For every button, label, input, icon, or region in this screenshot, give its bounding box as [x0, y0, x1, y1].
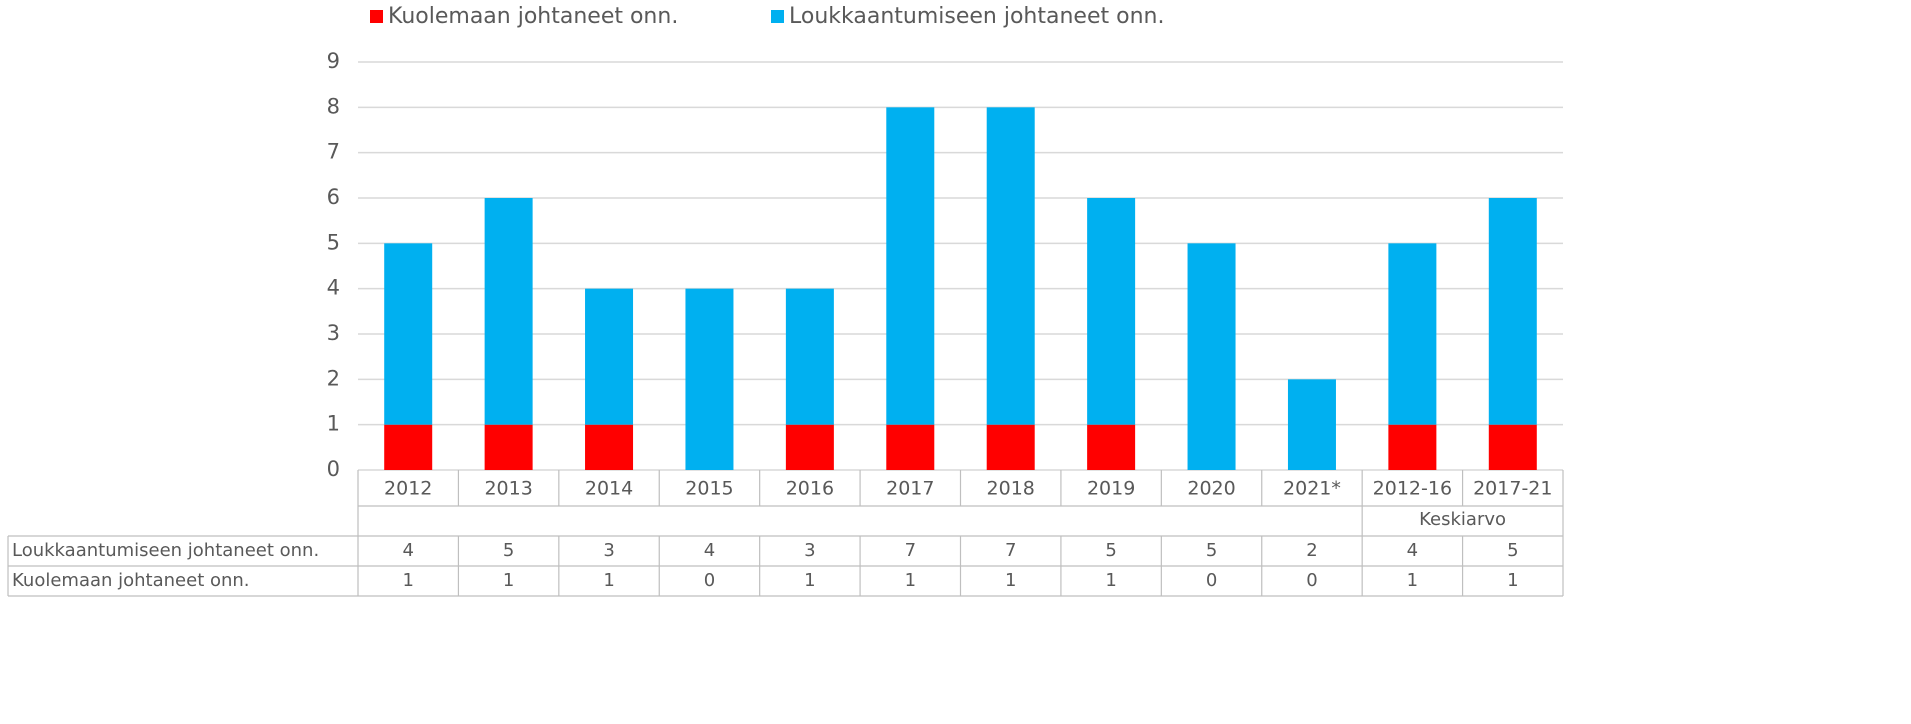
bar: [585, 288, 634, 425]
bar: [685, 288, 734, 470]
bar: [1087, 424, 1136, 470]
table-cell: 3: [804, 540, 815, 561]
table-cell: 4: [402, 540, 413, 561]
table-cell: 7: [1005, 540, 1016, 561]
bar: [986, 107, 1035, 425]
table-cell: 2: [1306, 540, 1317, 561]
y-tick-label: 2: [327, 366, 340, 390]
bar: [1488, 198, 1537, 425]
x-tick-label: 2012-16: [1373, 478, 1452, 500]
bar: [585, 424, 634, 470]
legend-label: Kuolemaan johtaneet onn.: [388, 4, 678, 29]
x-tick-label: 2021*: [1283, 478, 1341, 500]
legend-label: Loukkaantumiseen johtaneet onn.: [789, 4, 1164, 29]
bar: [785, 424, 834, 470]
table-cell: 7: [905, 540, 916, 561]
table-cell: 1: [503, 570, 514, 591]
table-cell: 5: [1507, 540, 1518, 561]
table-cell: 1: [1105, 570, 1116, 591]
y-tick-label: 6: [327, 185, 340, 209]
bar: [384, 243, 433, 425]
x-tick-label: 2012: [384, 478, 432, 500]
y-tick-label: 8: [327, 94, 340, 118]
y-tick-label: 4: [327, 276, 340, 300]
x-tick-label: 2017: [886, 478, 934, 500]
y-tick-label: 7: [327, 140, 340, 164]
bar: [1388, 424, 1437, 470]
table-cell: 0: [704, 570, 715, 591]
table-cell: 3: [603, 540, 614, 561]
legend-swatch: [370, 10, 383, 23]
table-cell: 1: [1507, 570, 1518, 591]
legend-swatch: [771, 10, 784, 23]
table-cell: 1: [603, 570, 614, 591]
y-tick-label: 5: [327, 230, 340, 254]
x-tick-label: 2019: [1087, 478, 1135, 500]
y-tick-label: 9: [327, 49, 340, 73]
x-tick-label: 2014: [585, 478, 633, 500]
bar: [384, 424, 433, 470]
x-tick-label: 2016: [786, 478, 834, 500]
table-cell: 4: [704, 540, 715, 561]
table-cell: 0: [1206, 570, 1217, 591]
x-tick-label: 2018: [987, 478, 1035, 500]
group-label: Keskiarvo: [1419, 509, 1506, 530]
bar: [886, 107, 935, 425]
x-tick-label: 2015: [685, 478, 733, 500]
y-tick-label: 3: [327, 321, 340, 345]
bar: [1388, 243, 1437, 425]
x-tick-label: 2017-21: [1473, 478, 1552, 500]
table-cell: 1: [402, 570, 413, 591]
table-cell: 1: [1407, 570, 1418, 591]
bar: [1287, 379, 1336, 470]
bar: [986, 424, 1035, 470]
bar: [484, 198, 533, 425]
table-cell: 0: [1306, 570, 1317, 591]
table-cell: 5: [503, 540, 514, 561]
bar: [1187, 243, 1236, 470]
y-tick-label: 0: [327, 457, 340, 481]
table-cell: 1: [804, 570, 815, 591]
x-tick-label: 2020: [1187, 478, 1235, 500]
x-tick-label: 2013: [484, 478, 532, 500]
bar: [1087, 198, 1136, 425]
table-cell: 1: [905, 570, 916, 591]
bar: [886, 424, 935, 470]
bar: [785, 288, 834, 425]
table-cell: 5: [1105, 540, 1116, 561]
bar: [484, 424, 533, 470]
table-cell: 4: [1407, 540, 1418, 561]
table-row-label: Loukkaantumiseen johtaneet onn.: [12, 540, 319, 561]
y-tick-label: 1: [327, 412, 340, 436]
table-cell: 1: [1005, 570, 1016, 591]
bar: [1488, 424, 1537, 470]
table-row-label: Kuolemaan johtaneet onn.: [12, 570, 250, 591]
table-cell: 5: [1206, 540, 1217, 561]
